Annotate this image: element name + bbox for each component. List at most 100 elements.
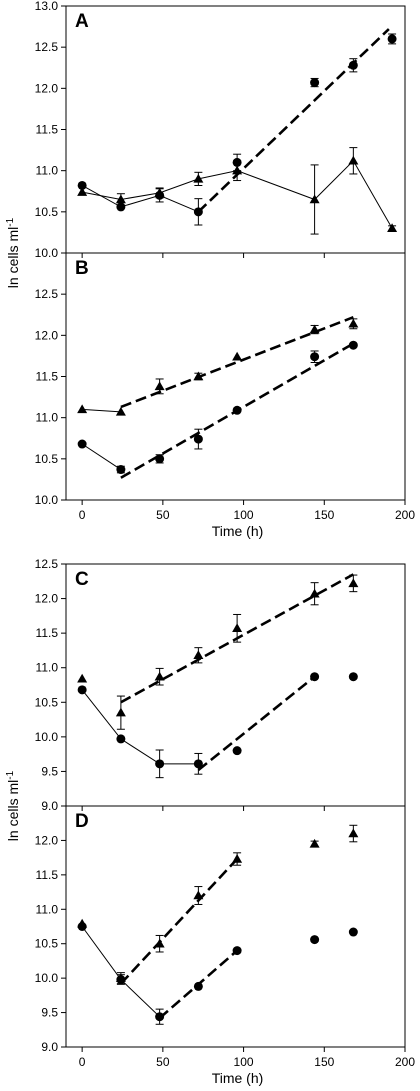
x-tick-label: 100 xyxy=(234,508,254,522)
series-line xyxy=(82,408,121,413)
y-tick-label: 12.0 xyxy=(35,328,59,342)
data-point-circle xyxy=(193,981,203,991)
panel-C: 9.0 9.5 10.0 10.5 11.0 11.5 12.0 12.5 C xyxy=(35,557,406,813)
data-point-circle xyxy=(232,746,242,756)
series-line xyxy=(81,443,122,470)
data-point-triangle xyxy=(387,223,398,233)
data-point-triangle xyxy=(115,406,126,416)
data-point-circle xyxy=(155,454,165,464)
data-point-triangle xyxy=(232,854,243,863)
y-tick-label: 12.5 xyxy=(35,557,59,571)
panel-B: 10.0 10.5 11.0 11.5 12.0 12.5 0 50 100 150 200 Time… xyxy=(35,252,415,539)
data-point-circle xyxy=(116,202,126,212)
data-point-circle xyxy=(348,927,358,937)
y-tick-label: 9.0 xyxy=(41,1040,58,1054)
data-point-triangle xyxy=(115,194,126,204)
x-tick-label: 0 xyxy=(79,508,86,522)
y-tick-label: 12.0 xyxy=(35,81,59,95)
plot-frame xyxy=(65,5,406,254)
x-tick-label: 50 xyxy=(156,1055,170,1069)
series-triangle xyxy=(77,824,359,985)
panel-letter: C xyxy=(75,569,89,590)
data-point-circle xyxy=(116,465,126,475)
data-point-circle xyxy=(310,672,320,682)
data-point-triangle xyxy=(77,673,88,683)
y-tick-label: 9.5 xyxy=(41,764,58,778)
y-tick-label: 10.5 xyxy=(35,205,59,219)
data-point-triangle xyxy=(77,404,88,414)
y-tick-label: 12.5 xyxy=(35,287,59,301)
series-triangle xyxy=(77,573,359,730)
data-point-triangle xyxy=(154,381,165,391)
data-point-circle xyxy=(310,352,320,362)
y-tick-label: 10.5 xyxy=(35,452,59,466)
x-axis-label: Time (h) xyxy=(212,523,264,539)
series-circle xyxy=(77,672,358,779)
y-tick-label: 13.0 xyxy=(35,0,59,13)
fit-line xyxy=(197,675,316,772)
panel-D: 9.0 9.5 10.0 10.5 11.0 11.5 12.0 0 50 100 150 200 Ti… xyxy=(35,805,415,1086)
y-tick-label: 10.5 xyxy=(35,695,59,709)
y-tick-label: 11.5 xyxy=(36,626,59,640)
data-point-circle xyxy=(77,685,87,695)
data-point-circle xyxy=(155,759,165,769)
data-point-triangle xyxy=(309,194,320,204)
y-axis-label: ln cells ml-1 xyxy=(5,770,22,841)
y-tick-label: 9.0 xyxy=(41,799,58,813)
data-point-circle xyxy=(310,78,320,88)
y-tick-label: 10.0 xyxy=(35,730,59,744)
y-axis-label: ln cells ml-1 xyxy=(5,217,22,288)
data-point-circle xyxy=(193,434,203,444)
data-point-circle xyxy=(348,60,358,70)
data-point-circle xyxy=(116,975,126,985)
x-tick-label: 50 xyxy=(156,508,170,522)
data-point-circle xyxy=(193,207,203,217)
y-tick-label: 10.0 xyxy=(35,493,59,507)
x-tick-label: 150 xyxy=(314,508,334,522)
panel-A: 10.0 10.5 11.0 11.5 12.0 12.5 13.0 A xyxy=(35,0,406,260)
data-point-triangle xyxy=(232,623,243,633)
data-point-triangle xyxy=(154,671,165,681)
panel-letter: D xyxy=(75,811,89,832)
data-point-circle xyxy=(232,946,242,956)
y-tick-label: 11.5 xyxy=(36,123,59,137)
data-point-circle xyxy=(348,340,358,350)
y-tick-label: 10.0 xyxy=(35,246,59,260)
data-point-triangle xyxy=(348,318,359,328)
data-point-circle xyxy=(77,180,87,190)
data-point-circle xyxy=(77,439,87,449)
x-tick-label: 150 xyxy=(314,1055,334,1069)
y-tick-label: 11.0 xyxy=(36,411,59,425)
fit-line xyxy=(119,858,239,985)
data-point-circle xyxy=(77,922,87,931)
series-line xyxy=(81,926,160,1018)
y-tick-label: 11.0 xyxy=(36,661,59,675)
series-circle xyxy=(77,340,358,479)
y-tick-label: 11.5 xyxy=(36,370,59,384)
x-axis-label: Time (h) xyxy=(212,1070,264,1086)
data-point-circle xyxy=(193,759,203,769)
series-circle xyxy=(77,922,358,1025)
data-point-triangle xyxy=(348,828,359,838)
data-point-triangle xyxy=(232,351,243,361)
data-point-triangle xyxy=(348,578,359,588)
data-point-triangle xyxy=(193,890,204,900)
data-point-triangle xyxy=(115,707,126,717)
series-circle xyxy=(77,28,397,226)
x-tick-label: 0 xyxy=(79,1055,86,1069)
y-tick-label: 11.0 xyxy=(36,902,59,916)
data-point-circle xyxy=(232,405,242,415)
y-tick-label: 10.0 xyxy=(35,971,59,985)
y-tick-label: 11.5 xyxy=(36,868,59,882)
data-point-triangle xyxy=(309,588,320,598)
plot-frame xyxy=(65,252,406,501)
y-tick-label: 9.5 xyxy=(41,1006,58,1020)
panel-letter: B xyxy=(75,258,89,279)
data-point-triangle xyxy=(193,650,204,660)
y-tick-label: 12.0 xyxy=(35,592,59,606)
x-tick-label: 100 xyxy=(234,1055,254,1069)
y-tick-label: 10.5 xyxy=(35,937,59,951)
data-point-circle xyxy=(387,34,397,44)
data-point-triangle xyxy=(77,187,88,196)
